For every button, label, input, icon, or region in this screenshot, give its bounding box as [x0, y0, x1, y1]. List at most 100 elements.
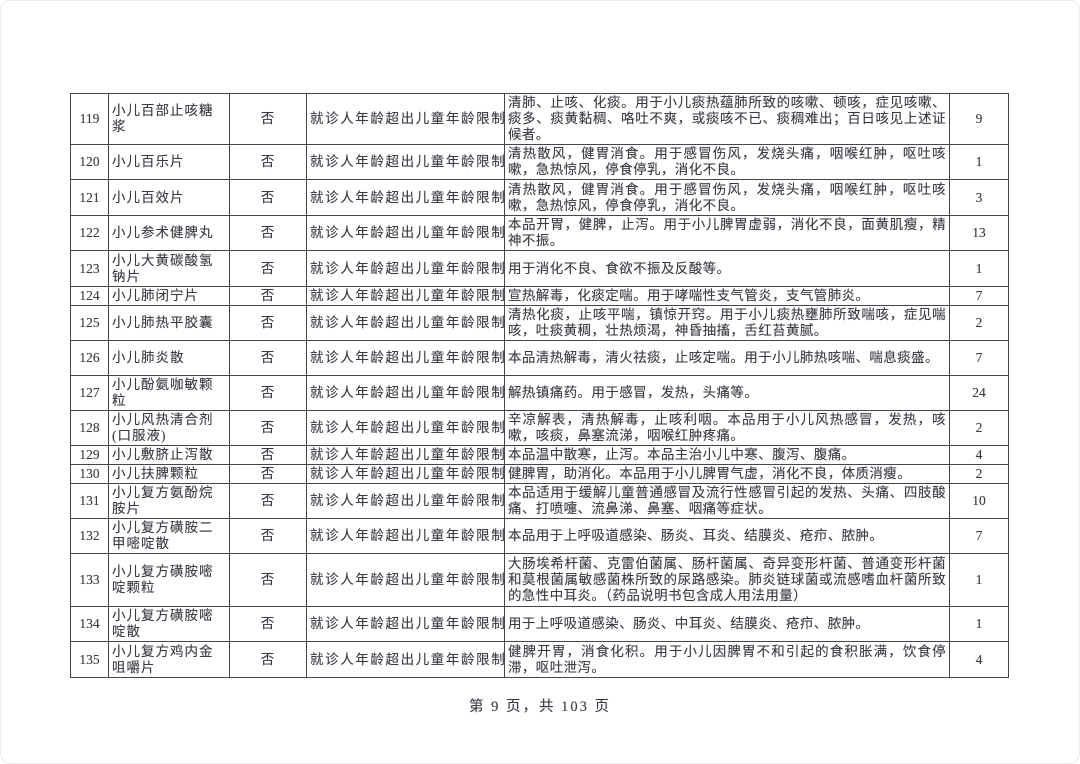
indication-cell: 清热散风，健胃消食。用于感冒伤风，发烧头痛，咽喉红肿，呕吐咳嗽，急热惊风，停食停…	[504, 144, 950, 180]
count-cell: 7	[949, 286, 1009, 306]
table-row: 126 小儿肺炎散 否 就诊人年龄超出儿童年龄限制 本品清热解毒，清火祛痰，止咳…	[70, 340, 1009, 376]
restriction-cell: 就诊人年龄超出儿童年龄限制	[306, 250, 505, 287]
restriction-cell: 就诊人年龄超出儿童年龄限制	[306, 445, 505, 465]
row-number-cell: 129	[70, 445, 109, 465]
table-body: 119 小儿百部止咳糖浆 否 就诊人年龄超出儿童年龄限制 清肺、止咳、化痰。用于…	[70, 93, 1009, 678]
restriction-cell: 就诊人年龄超出儿童年龄限制	[306, 553, 505, 607]
indication-cell: 解热镇痛药。用于感冒，发热，头痛等。	[504, 375, 950, 411]
indication-cell: 清热化痰，止咳平喘，镇惊开窍。用于小儿痰热壅肺所致喘咳，症见喘咳，吐痰黄稠，壮热…	[504, 305, 950, 341]
row-number-cell: 119	[70, 93, 109, 145]
flag-cell: 否	[229, 215, 307, 251]
page-footer: 第 9 页，共 103 页	[469, 699, 611, 715]
indication-cell: 用于消化不良、食欲不振及反酸等。	[504, 250, 950, 287]
restriction-cell: 就诊人年龄超出儿童年龄限制	[306, 93, 505, 145]
table-row: 122 小儿参术健脾丸 否 就诊人年龄超出儿童年龄限制 本品开胃，健脾，止泻。用…	[70, 215, 1009, 251]
table-row: 132 小儿复方磺胺二甲嘧啶散 否 就诊人年龄超出儿童年龄限制 本品用于上呼吸道…	[70, 518, 1009, 554]
table-row: 121 小儿百效片 否 就诊人年龄超出儿童年龄限制 清热散风，健胃消食。用于感冒…	[70, 179, 1009, 216]
drug-name-cell: 小儿百乐片	[108, 144, 230, 180]
table-row: 125 小儿肺热平胶囊 否 就诊人年龄超出儿童年龄限制 清热化痰，止咳平喘，镇惊…	[70, 305, 1009, 341]
count-cell: 9	[949, 93, 1009, 145]
row-number-cell: 125	[70, 305, 109, 341]
count-cell: 2	[949, 410, 1009, 446]
indication-cell: 健脾胃，助消化。本品用于小儿脾胃气虚，消化不良，体质消瘦。	[504, 464, 950, 484]
row-number-cell: 126	[70, 340, 109, 376]
table-row: 129 小儿敷脐止泻散 否 就诊人年龄超出儿童年龄限制 本品温中散寒，止泻。本品…	[70, 445, 1009, 465]
restriction-cell: 就诊人年龄超出儿童年龄限制	[306, 641, 505, 678]
row-number-cell: 134	[70, 606, 109, 642]
flag-cell: 否	[229, 305, 307, 341]
restriction-cell: 就诊人年龄超出儿童年龄限制	[306, 305, 505, 341]
row-number-cell: 123	[70, 250, 109, 287]
drug-name-cell: 小儿风热清合剂 (口服液)	[108, 410, 230, 446]
flag-cell: 否	[229, 179, 307, 216]
indication-cell: 本品用于上呼吸道感染、肠炎、耳炎、结膜炎、疮疖、脓肿。	[504, 518, 950, 554]
drug-name-cell: 小儿复方氨酚烷胺片	[108, 483, 230, 519]
flag-cell: 否	[229, 375, 307, 411]
count-cell: 10	[949, 483, 1009, 519]
row-number-cell: 133	[70, 553, 109, 607]
restriction-cell: 就诊人年龄超出儿童年龄限制	[306, 483, 505, 519]
flag-cell: 否	[229, 93, 307, 145]
count-cell: 1	[949, 606, 1009, 642]
drug-restriction-table: 119 小儿百部止咳糖浆 否 就诊人年龄超出儿童年龄限制 清肺、止咳、化痰。用于…	[70, 93, 1009, 678]
row-number-cell: 122	[70, 215, 109, 251]
restriction-cell: 就诊人年龄超出儿童年龄限制	[306, 375, 505, 411]
count-cell: 7	[949, 518, 1009, 554]
indication-cell: 本品清热解毒，清火祛痰，止咳定喘。用于小儿肺热咳喘、喘息痰盛。	[504, 340, 950, 376]
flag-cell: 否	[229, 483, 307, 519]
flag-cell: 否	[229, 144, 307, 180]
table-row: 128 小儿风热清合剂 (口服液) 否 就诊人年龄超出儿童年龄限制 辛凉解表，清…	[70, 410, 1009, 446]
drug-name-cell: 小儿复方鸡内金咀嚼片	[108, 641, 230, 678]
flag-cell: 否	[229, 641, 307, 678]
table-row: 123 小儿大黄碳酸氢钠片 否 就诊人年龄超出儿童年龄限制 用于消化不良、食欲不…	[70, 250, 1009, 287]
table-row: 133 小儿复方磺胺嘧啶颗粒 否 就诊人年龄超出儿童年龄限制 大肠埃希杆菌、克雷…	[70, 553, 1009, 607]
flag-cell: 否	[229, 518, 307, 554]
indication-cell: 健脾开胃，消食化积。用于小儿因脾胃不和引起的食积胀满，饮食停滞，呕吐泄泻。	[504, 641, 950, 678]
drug-name-cell: 小儿参术健脾丸	[108, 215, 230, 251]
table-row: 120 小儿百乐片 否 就诊人年龄超出儿童年龄限制 清热散风，健胃消食。用于感冒…	[70, 144, 1009, 180]
flag-cell: 否	[229, 606, 307, 642]
indication-cell: 本品适用于缓解儿童普通感冒及流行性感冒引起的发热、头痛、四肢酸痛、打喷嚏、流鼻涕…	[504, 483, 950, 519]
count-cell: 1	[949, 144, 1009, 180]
table-row: 131 小儿复方氨酚烷胺片 否 就诊人年龄超出儿童年龄限制 本品适用于缓解儿童普…	[70, 483, 1009, 519]
restriction-cell: 就诊人年龄超出儿童年龄限制	[306, 464, 505, 484]
drug-name-cell: 小儿肺炎散	[108, 340, 230, 376]
flag-cell: 否	[229, 464, 307, 484]
drug-name-cell: 小儿扶脾颗粒	[108, 464, 230, 484]
restriction-cell: 就诊人年龄超出儿童年龄限制	[306, 215, 505, 251]
indication-cell: 本品温中散寒，止泻。本品主治小儿中寒、腹泻、腹痛。	[504, 445, 950, 465]
drug-name-cell: 小儿大黄碳酸氢钠片	[108, 250, 230, 287]
count-cell: 2	[949, 305, 1009, 341]
drug-name-cell: 小儿百效片	[108, 179, 230, 216]
count-cell: 3	[949, 179, 1009, 216]
count-cell: 1	[949, 553, 1009, 607]
restriction-cell: 就诊人年龄超出儿童年龄限制	[306, 340, 505, 376]
drug-name-cell: 小儿肺闭宁片	[108, 286, 230, 306]
row-number-cell: 120	[70, 144, 109, 180]
drug-name-cell: 小儿敷脐止泻散	[108, 445, 230, 465]
table-row: 119 小儿百部止咳糖浆 否 就诊人年龄超出儿童年龄限制 清肺、止咳、化痰。用于…	[70, 93, 1009, 145]
drug-name-cell: 小儿复方磺胺嘧啶散	[108, 606, 230, 642]
table-row: 135 小儿复方鸡内金咀嚼片 否 就诊人年龄超出儿童年龄限制 健脾开胃，消食化积…	[70, 641, 1009, 678]
restriction-cell: 就诊人年龄超出儿童年龄限制	[306, 286, 505, 306]
row-number-cell: 131	[70, 483, 109, 519]
drug-name-cell: 小儿复方磺胺嘧啶颗粒	[108, 553, 230, 607]
row-number-cell: 135	[70, 641, 109, 678]
row-number-cell: 128	[70, 410, 109, 446]
flag-cell: 否	[229, 410, 307, 446]
count-cell: 13	[949, 215, 1009, 251]
row-number-cell: 121	[70, 179, 109, 216]
restriction-cell: 就诊人年龄超出儿童年龄限制	[306, 518, 505, 554]
table-row: 124 小儿肺闭宁片 否 就诊人年龄超出儿童年龄限制 宣热解毒，化痰定喘。用于哮…	[70, 286, 1009, 306]
table-row: 130 小儿扶脾颗粒 否 就诊人年龄超出儿童年龄限制 健脾胃，助消化。本品用于小…	[70, 464, 1009, 484]
restriction-cell: 就诊人年龄超出儿童年龄限制	[306, 179, 505, 216]
drug-name-cell: 小儿肺热平胶囊	[108, 305, 230, 341]
indication-cell: 宣热解毒，化痰定喘。用于哮喘性支气管炎，支气管肺炎。	[504, 286, 950, 306]
indication-cell: 清热散风，健胃消食。用于感冒伤风，发烧头痛，咽喉红肿，呕吐咳嗽，急热惊风，停食停…	[504, 179, 950, 216]
drug-name-cell: 小儿百部止咳糖浆	[108, 93, 230, 145]
flag-cell: 否	[229, 250, 307, 287]
count-cell: 4	[949, 641, 1009, 678]
indication-cell: 大肠埃希杆菌、克雷伯菌属、肠杆菌属、奇异变形杆菌、普通变形杆菌和莫根菌属敏感菌株…	[504, 553, 950, 607]
count-cell: 4	[949, 445, 1009, 465]
